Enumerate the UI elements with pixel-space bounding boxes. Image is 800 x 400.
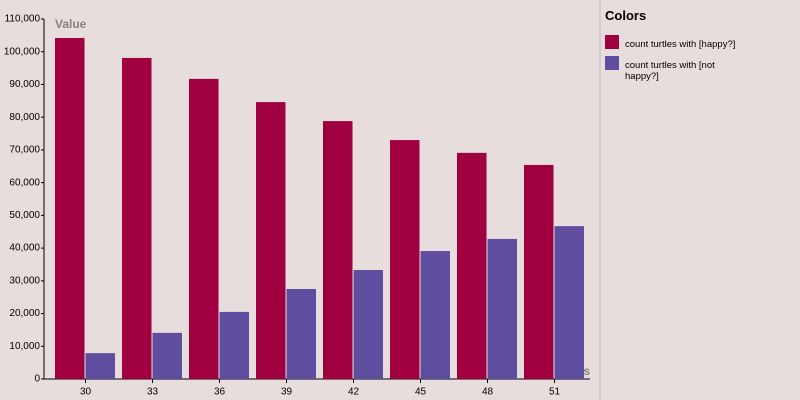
legend-label: count turtles with [not happy?] — [625, 60, 715, 82]
bar — [524, 164, 554, 379]
bar — [457, 152, 487, 379]
y-tick-label: 100,000 — [4, 46, 41, 57]
x-tick-label: 39 — [281, 387, 293, 398]
legend-item: count turtles with [not happy?] — [605, 56, 785, 82]
x-tick-label: 51 — [549, 387, 561, 398]
y-tick-label: 60,000 — [9, 177, 40, 188]
x-tick-label: 30 — [80, 387, 92, 398]
legend-label: count turtles with [happy?] — [625, 39, 736, 50]
bar — [487, 238, 517, 379]
x-tick-label: 42 — [348, 387, 360, 398]
legend-item: count turtles with [happy?] — [605, 35, 785, 50]
bar — [122, 57, 152, 379]
legend-title: Colors — [605, 8, 647, 23]
bar — [554, 226, 584, 379]
bar — [189, 78, 219, 380]
y-tick-label: 80,000 — [9, 112, 40, 123]
y-tick-label: 40,000 — [9, 243, 40, 254]
legend-swatch — [605, 56, 619, 70]
x-tick-label: 36 — [214, 387, 226, 398]
bar — [353, 270, 383, 379]
bar — [390, 140, 420, 379]
y-tick-label: 90,000 — [9, 79, 40, 90]
legend: Colors count turtles with [happy?] count … — [605, 8, 785, 88]
y-tick-label: 30,000 — [9, 275, 40, 286]
bar — [286, 289, 316, 379]
y-tick-label: 70,000 — [9, 145, 40, 156]
y-axis-label: Value — [55, 17, 87, 31]
y-tick-label: 0 — [34, 374, 40, 385]
x-tick-label: 33 — [147, 387, 159, 398]
bar — [152, 332, 182, 379]
bar — [219, 311, 249, 379]
bar — [85, 353, 115, 379]
y-tick-label: 50,000 — [9, 210, 40, 221]
y-tick-label: 20,000 — [9, 308, 40, 319]
bar — [323, 121, 353, 379]
x-tick-label: 45 — [415, 387, 427, 398]
legend-swatch — [605, 35, 619, 49]
bar — [420, 251, 450, 379]
y-tick-label: 110,000 — [5, 14, 41, 25]
x-tick-label: 48 — [482, 387, 494, 398]
bar — [55, 37, 85, 380]
bar — [256, 102, 286, 380]
y-tick-label: 10,000 — [9, 341, 40, 352]
